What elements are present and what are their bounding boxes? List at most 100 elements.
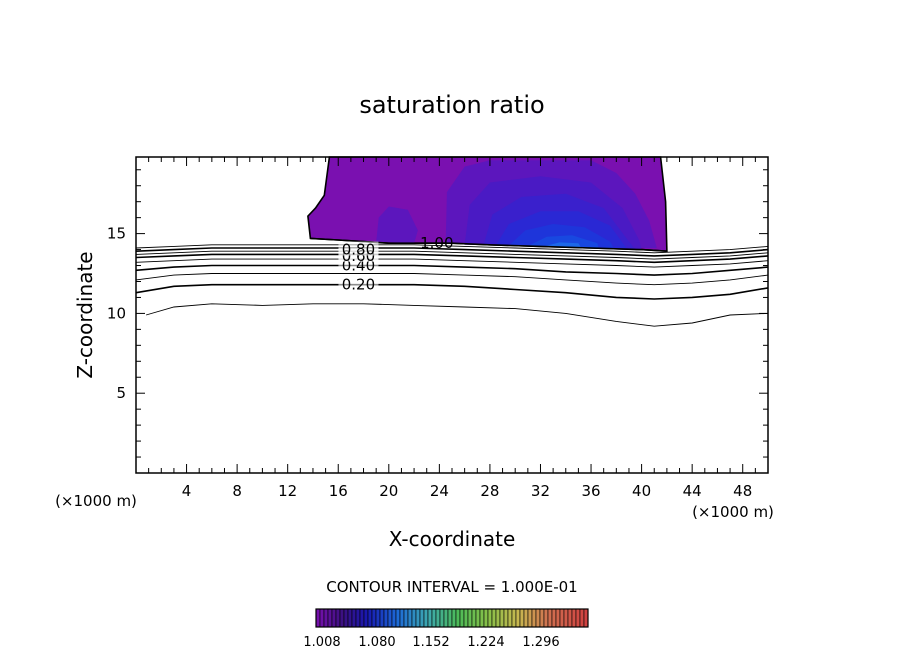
colorbar-tick-label: 1.080 [358,635,395,650]
colorbar-cell [387,608,393,628]
contour-label-9: 1.00 [420,234,453,252]
colorbar-cell [331,608,337,628]
x-tick-labels: 4 8 12 16 20 24 28 32 36 40 44 48 [182,482,752,500]
colorbar-cell [403,608,409,628]
colorbar-cell [427,608,433,628]
colorbar-cell [395,608,401,628]
colorbar-cell [451,608,457,628]
colorbar-cell [363,608,369,628]
contour-label-1: 0.20 [342,276,375,294]
colorbar-cell [563,608,569,628]
colorbar-cell [443,608,449,628]
y-tick-label: 15 [107,225,126,243]
x-tick-label: 40 [632,482,651,500]
colorbar-cell [463,608,469,628]
colorbar-cell [319,608,325,628]
colorbar-tick-label: 1.296 [522,635,559,650]
colorbar-cell [479,608,485,628]
colorbar-cell [391,608,397,628]
colorbar-cell [359,608,365,628]
colorbar-cell [515,608,521,628]
contour-line-5 [135,253,769,264]
colorbar-cell [471,608,477,628]
colorbar-cell [435,608,441,628]
colorbar-cell [335,608,341,628]
axis-ticks [136,157,768,473]
colorbar-cell [511,608,517,628]
filled-contour-7 [527,235,599,248]
colorbar-cell [519,608,525,628]
colorbar-cell [447,608,453,628]
contour-line-3 [135,264,769,276]
y-tick-label: 5 [116,384,126,402]
colorbar-cell [495,608,501,628]
colorbar-cell [415,608,421,628]
contour-line-2 [135,273,769,286]
colorbar-tick-label: 1.152 [412,635,449,650]
colorbar-cell [459,608,465,628]
filled-contour-1 [376,206,418,244]
contour-line-8 [135,244,769,254]
colorbar-cell [323,608,329,628]
colorbar-cell [383,608,389,628]
x-unit-left: (×1000 m) [55,492,137,510]
colorbar-cell [571,608,577,628]
colorbar-cell [339,608,345,628]
x-axis-label: X-coordinate [389,527,516,551]
colorbar-cell [559,608,565,628]
colorbar-tick-label: 1.008 [303,635,340,650]
x-tick-label: 16 [329,482,348,500]
colorbar-cell [411,608,417,628]
plot-area: 0.200.400.600.80 1.00 [135,156,769,474]
filled-contours [307,156,668,253]
colorbar-cell [543,608,549,628]
contour-labels: 0.200.400.600.80 1.00 [338,234,454,294]
colorbar-cell [503,608,509,628]
colorbar-cell [371,608,377,628]
colorbar-cell [547,608,553,628]
colorbar-cell [399,608,405,628]
colorbar-cell [355,608,361,628]
colorbar-tick-label: 1.224 [467,635,504,650]
colorbar-cell [551,608,557,628]
colorbar-cell [419,608,425,628]
colorbar-cell [431,608,437,628]
colorbar-cell [327,608,333,628]
colorbar-cell [423,608,429,628]
colorbar-cell [379,608,385,628]
colorbar-cell [467,608,473,628]
colorbar-cell [351,608,357,628]
x-tick-label: 20 [379,482,398,500]
colorbar-cell [535,608,541,628]
x-unit-right: (×1000 m) [692,503,774,521]
x-tick-label: 44 [683,482,702,500]
x-tick-label: 12 [278,482,297,500]
colorbar-cell [499,608,505,628]
colorbar-cell [439,608,445,628]
colorbar-cell [575,608,581,628]
contour-line-7 [135,247,769,257]
colorbar-cell [527,608,533,628]
contour-line-1 [135,283,769,300]
colorbar-cell [367,608,373,628]
colorbar-cell [567,608,573,628]
contour-line-4 [135,258,769,268]
colorbar-cell [531,608,537,628]
y-tick-labels: 5 10 15 [107,225,126,403]
line-contours [135,237,769,327]
x-tick-label: 4 [182,482,192,500]
colorbar-frame [315,608,589,628]
filled-contour-8 [544,242,581,248]
contour-interval-text: CONTOUR INTERVAL = 1.000E-01 [326,578,577,596]
x-tick-label: 8 [232,482,242,500]
x-tick-label: 28 [480,482,499,500]
colorbar-cell [523,608,529,628]
contour-label-bg-7 [338,241,379,256]
contour-label-7: 0.80 [342,241,375,259]
chart-title: saturation ratio [359,91,544,119]
y-axis-label: Z-coordinate [73,251,97,378]
colorbar-cell [555,608,561,628]
x-tick-label: 36 [581,482,600,500]
colorbar-cell [491,608,497,628]
contour-line-0 [145,303,769,327]
